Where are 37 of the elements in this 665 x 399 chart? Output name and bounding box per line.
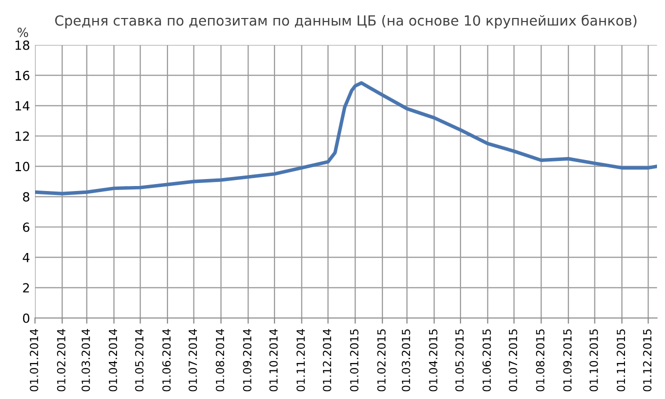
y-tick-label: 4 [22,252,30,262]
x-tick-label: 01.03.2014 [82,329,90,392]
y-tick-label: 10 [16,162,30,172]
y-tick-label: 8 [23,192,30,202]
x-tick-label: 01.12.2014 [322,329,332,392]
y-tick-label: 14 [16,101,30,110]
x-tick-label: 01.09.2015 [563,329,572,392]
line-series [35,81,657,196]
x-tick-label: 01.12.2015 [643,329,652,392]
y-tick-label: 2 [23,283,29,292]
x-tick-label: 01.06.2014 [162,329,171,392]
x-tick-label: 01.08.2015 [536,329,544,392]
x-tick-label: 01.06.2015 [482,329,491,392]
x-tick-label: 01.04.2014 [108,329,118,392]
x-tick-label: 01.11.2014 [296,329,305,392]
y-tick-label: 0 [23,313,30,323]
y-tick-label: 12 [16,131,29,141]
x-tick-label: 01.10.2014 [269,329,278,392]
x-tick-label: 01.09.2014 [243,329,252,392]
x-tick-label: 01.11.2015 [616,329,626,392]
y-tick-label: 16 [16,70,30,80]
x-tick-label: 01.04.2015 [428,329,438,392]
y-tick-label: 6 [23,222,30,232]
x-tick-label: 01.07.2014 [188,329,198,392]
x-tick-label: 01.10.2015 [590,329,598,392]
chart-title: Средня ставка по депозитам по данным ЦБ (на основе 10 крупнейших банков) [55,14,636,28]
x-tick-label: 01.03.2015 [402,329,410,392]
y-axis-title: % [18,28,28,38]
x-tick-label: 01.02.2014 [57,329,66,392]
x-tick-label: 01.07.2015 [508,329,518,392]
x-tick-label: 01.08.2014 [216,329,224,392]
x-tick-label: 01.01.2014 [30,329,38,392]
x-tick-label: 01.01.2015 [350,329,358,392]
x-tick-label: 01.02.2015 [377,329,386,392]
x-tick-label: 01.05.2015 [455,329,464,392]
y-tick-label: 18 [16,40,30,50]
x-tick-label: 01.05.2014 [135,329,144,392]
